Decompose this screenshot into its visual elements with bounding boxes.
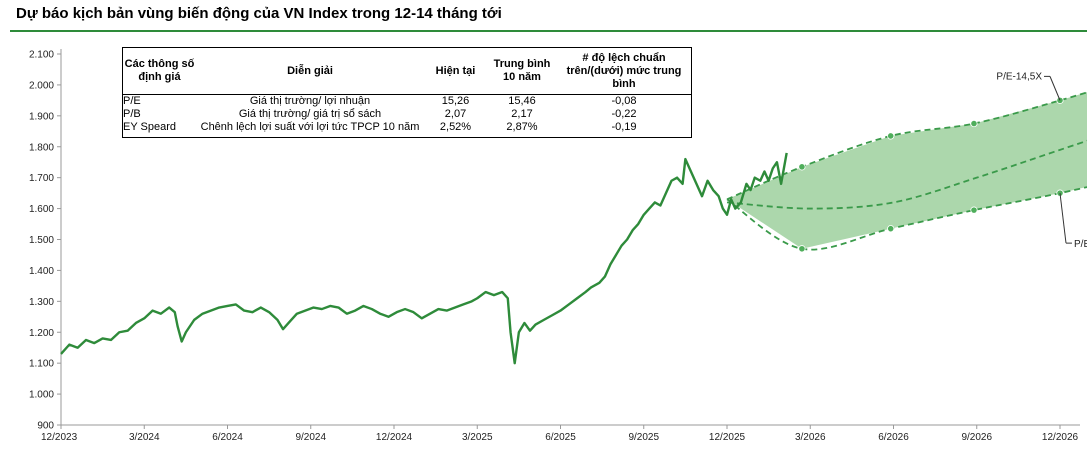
table-cell: 15,26: [441, 95, 470, 107]
table-cell: P/E: [123, 95, 141, 107]
lower-callout-leader: [1059, 193, 1067, 244]
vnindex-line: [60, 152, 788, 365]
table-cell: Giá thị trường/ lợi nhuận: [249, 95, 371, 107]
table-cell: 2,52%: [439, 121, 472, 133]
valuation-table: Các thông số định giá Diễn giải Hiện tại…: [122, 47, 692, 138]
x-tick-label: 6/2026: [878, 432, 909, 443]
x-tick-label: 3/2025: [462, 432, 493, 443]
x-tick-label: 12/2025: [709, 432, 746, 443]
table-header-current: Hiện tại: [424, 48, 487, 95]
x-tick-label: 9/2025: [628, 432, 659, 443]
forecast-point: [798, 163, 806, 171]
table-header-params: Các thông số định giá: [123, 48, 196, 95]
x-tick-label: 6/2024: [212, 432, 243, 443]
table-row: EY Speard Chênh lệch lợi suất với lợi tứ…: [123, 121, 691, 134]
y-tick-label: 1.300: [29, 297, 54, 308]
y-tick-label: 1.900: [29, 111, 54, 122]
y-tick-label: 2.100: [29, 50, 54, 61]
title-rule: [10, 30, 1087, 32]
forecast-band: [727, 92, 1087, 249]
x-tick-label: 12/2026: [1042, 432, 1079, 443]
table-cell: 2,07: [444, 108, 467, 120]
x-tick-label: 3/2026: [795, 432, 826, 443]
table-cell: Giá thị trường/ giá trị sổ sách: [238, 108, 382, 120]
table-cell: Chênh lệch lợi suất với lợi tức TPCP 10 …: [200, 121, 420, 133]
mid-line: [726, 139, 1087, 210]
y-tick-label: 1.600: [29, 204, 54, 215]
x-tick-label: 6/2025: [545, 432, 576, 443]
table-cell: EY Speard: [123, 121, 177, 133]
table-row: P/E Giá thị trường/ lợi nhuận 15,26 15,4…: [123, 95, 691, 109]
lower-bound-line: [726, 186, 1087, 251]
table-header-avg: Trung bình 10 năm: [487, 48, 557, 95]
forecast-point: [970, 206, 978, 214]
table-header-desc: Diễn giải: [196, 48, 424, 95]
upper-bound-line: [726, 91, 1087, 201]
x-tick-label: 9/2024: [295, 432, 326, 443]
x-tick-label: 9/2026: [961, 432, 992, 443]
forecast-point: [887, 225, 895, 233]
y-tick-label: 900: [37, 421, 54, 432]
table-cell: 2,17: [511, 108, 533, 120]
table-cell: -0,22: [611, 108, 637, 120]
upper-callout-leader: [1049, 76, 1061, 101]
chart-title: Dự báo kịch bản vùng biến động của VN In…: [16, 5, 502, 22]
y-tick-label: 1.000: [29, 390, 54, 401]
x-tick-label: 12/2023: [41, 432, 78, 443]
y-tick-label: 1.800: [29, 142, 54, 153]
x-tick-label: 3/2024: [129, 432, 160, 443]
y-tick-label: 2.000: [29, 80, 54, 91]
table-cell: P/B: [123, 108, 141, 120]
table-row: P/B Giá thị trường/ giá trị sổ sách 2,07…: [123, 108, 691, 121]
y-tick-label: 1.400: [29, 266, 54, 277]
y-tick-label: 1.100: [29, 359, 54, 370]
forecast-point: [887, 132, 895, 140]
forecast-point: [798, 245, 806, 253]
y-tick-label: 1.200: [29, 328, 54, 339]
table-header-stdev: # độ lệch chuẩn trên/(dưới) mức trung bì…: [557, 48, 691, 95]
forecast-point: [970, 119, 978, 128]
upper-series-label: P/E-14,5X: [996, 71, 1042, 82]
table-cell: -0,19: [611, 121, 637, 133]
y-tick-label: 1.700: [29, 173, 54, 184]
x-tick-label: 12/2024: [376, 432, 413, 443]
table-cell: 15,46: [508, 95, 536, 107]
lower-series-label: P/E-12,5X: [1074, 239, 1087, 250]
table-cell: 2,87%: [506, 121, 538, 133]
table-cell: -0,08: [611, 95, 637, 107]
y-tick-label: 1.500: [29, 235, 54, 246]
